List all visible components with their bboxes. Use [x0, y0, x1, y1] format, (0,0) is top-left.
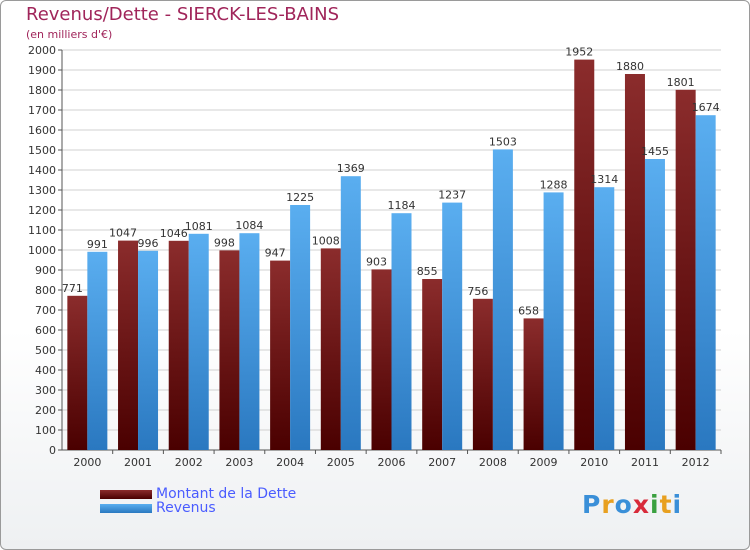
data-label-revenus: 1455	[641, 145, 669, 158]
data-label-revenus: 1314	[590, 173, 618, 186]
bar-revenus	[290, 205, 311, 450]
data-label-dette: 947	[265, 247, 286, 260]
y-tick-label: 600	[35, 324, 56, 337]
x-tick-label: 2006	[378, 456, 406, 469]
proxiti-logo: Proxiti	[582, 490, 683, 519]
y-tick-label: 1200	[28, 204, 56, 217]
bar-dette	[624, 74, 645, 450]
bar-revenus	[442, 202, 463, 450]
bar-revenus	[492, 149, 513, 450]
data-label-revenus: 1674	[692, 101, 720, 114]
x-tick-label: 2011	[631, 456, 659, 469]
x-tick-label: 2000	[73, 456, 101, 469]
y-tick-label: 1700	[28, 104, 56, 117]
data-label-dette: 1008	[312, 234, 340, 247]
y-tick-label: 1500	[28, 144, 56, 157]
bar-revenus	[340, 176, 361, 450]
y-tick-label: 800	[35, 284, 56, 297]
data-label-revenus: 1225	[286, 191, 314, 204]
bar-revenus	[138, 250, 159, 450]
data-label-revenus: 1369	[337, 162, 365, 175]
bars	[67, 59, 716, 451]
y-tick-label: 1900	[28, 64, 56, 77]
y-tick-label: 300	[35, 384, 56, 397]
x-tick-label: 2001	[124, 456, 152, 469]
bar-dette	[270, 260, 291, 450]
y-tick-label: 1100	[28, 224, 56, 237]
bar-revenus	[239, 233, 260, 450]
x-tick-label: 2002	[175, 456, 203, 469]
y-tick-label: 700	[35, 304, 56, 317]
y-tick-label: 2000	[28, 44, 56, 57]
bar-dette	[472, 298, 493, 450]
y-tick-label: 0	[49, 444, 56, 457]
legend-swatch-dette	[100, 489, 152, 499]
y-tick-label: 400	[35, 364, 56, 377]
data-label-revenus: 991	[87, 238, 108, 251]
data-label-dette: 1952	[565, 46, 593, 59]
legend-item-revenus: Revenus	[100, 500, 216, 516]
bar-dette	[371, 269, 392, 450]
x-tick-label: 2004	[276, 456, 304, 469]
legend-swatch-revenus	[100, 503, 152, 513]
data-label-dette: 855	[417, 265, 438, 278]
data-label-revenus: 996	[138, 237, 159, 250]
bar-revenus	[594, 187, 615, 450]
data-label-revenus: 1184	[388, 199, 416, 212]
x-tick-label: 2009	[530, 456, 558, 469]
data-label-dette: 903	[366, 255, 387, 268]
y-tick-label: 1600	[28, 124, 56, 137]
y-tick-label: 1800	[28, 84, 56, 97]
bar-dette	[574, 59, 595, 450]
bar-revenus	[695, 115, 716, 450]
bar-dette	[523, 318, 544, 450]
data-label-revenus: 1081	[185, 220, 213, 233]
data-label-dette: 658	[518, 304, 539, 317]
data-label-revenus: 1503	[489, 135, 517, 148]
y-tick-label: 1000	[28, 244, 56, 257]
y-tick-label: 1300	[28, 184, 56, 197]
x-tick-label: 2010	[580, 456, 608, 469]
x-tick-label: 2008	[479, 456, 507, 469]
bar-dette	[422, 279, 443, 450]
bar-dette	[118, 240, 139, 450]
y-tick-label: 100	[35, 424, 56, 437]
data-label-revenus: 1237	[438, 189, 466, 202]
axes: 0 100 200 300 400 500 600 700 800 900 1000 1100 1200…	[28, 44, 722, 469]
x-tick-label: 2007	[428, 456, 456, 469]
y-tick-label: 900	[35, 264, 56, 277]
bar-revenus	[87, 251, 108, 450]
data-label-dette: 1801	[667, 76, 695, 89]
bar-revenus	[391, 213, 412, 450]
bar-dette	[320, 248, 341, 450]
data-label-dette: 1047	[109, 227, 137, 240]
bar-dette	[67, 295, 88, 450]
data-label-revenus: 1084	[235, 219, 263, 232]
legend-label-revenus: Revenus	[156, 500, 216, 516]
y-tick-label: 1400	[28, 164, 56, 177]
data-label-revenus: 1288	[540, 178, 568, 191]
data-label-dette: 998	[214, 236, 235, 249]
bar-revenus	[188, 233, 209, 450]
y-tick-label: 500	[35, 344, 56, 357]
x-tick-label: 2012	[682, 456, 710, 469]
data-label-dette: 1880	[616, 60, 644, 73]
y-tick-label: 200	[35, 404, 56, 417]
bar-dette	[219, 250, 240, 450]
data-label-dette: 1046	[160, 227, 188, 240]
bar-dette	[675, 89, 696, 451]
chart-subtitle: (en milliers d'€)	[26, 28, 113, 41]
legend-label-dette: Montant de la Dette	[156, 486, 297, 502]
legend-item-dette: Montant de la Dette	[100, 486, 297, 502]
bar-revenus	[543, 192, 564, 450]
x-tick-label: 2005	[327, 456, 355, 469]
bar-dette	[168, 240, 189, 450]
data-label-dette: 756	[467, 285, 488, 298]
x-tick-label: 2003	[225, 456, 253, 469]
data-label-dette: 771	[62, 282, 83, 295]
chart-title: Revenus/Dette - SIERCK-LES-BAINS	[26, 4, 340, 25]
bar-revenus	[644, 159, 665, 450]
